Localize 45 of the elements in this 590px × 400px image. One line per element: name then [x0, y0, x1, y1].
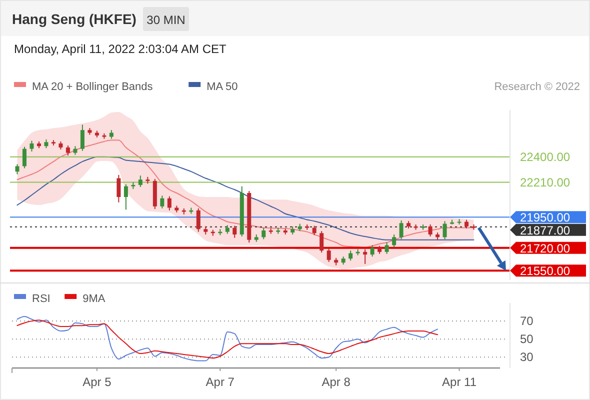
legend-label: MA 50	[206, 81, 238, 93]
candlestick	[66, 144, 70, 156]
text: 30 MIN	[146, 13, 186, 27]
x-tick-label: Apr 11	[442, 375, 477, 389]
candlestick	[30, 140, 34, 152]
candlestick	[399, 220, 404, 240]
legend-label: MA 20 + Bollinger Bands	[32, 81, 154, 93]
y-tick-label: 22210.00	[520, 175, 570, 190]
y-tick-label: 21950.00	[520, 210, 570, 225]
candlestick	[326, 248, 331, 262]
candlestick	[116, 174, 121, 203]
y-tick-label: 21550.00	[520, 264, 570, 278]
y-tick-label: 30	[520, 350, 534, 364]
candlestick	[348, 250, 353, 262]
y-tick-label: 22400.00	[520, 150, 570, 164]
candlestick	[262, 227, 266, 240]
candlestick	[392, 234, 396, 248]
candlestick	[15, 164, 20, 175]
candlestick	[442, 220, 447, 240]
legend-label: 9MA	[82, 293, 106, 305]
chart-subtitle: Monday, April 11, 2022 2:03:04 AM CET	[14, 42, 228, 56]
candlestick	[22, 146, 26, 169]
x-tick-label: Apr 7	[206, 375, 235, 389]
candlestick	[196, 208, 200, 232]
candlestick	[363, 248, 368, 264]
candlestick	[232, 225, 237, 238]
candlestick	[384, 242, 389, 254]
candlestick	[370, 244, 374, 258]
y-tick-label: 70	[520, 314, 534, 328]
candlestick	[312, 225, 316, 236]
y-tick-label: 21877.00	[520, 223, 570, 238]
legend-label: RSI	[32, 293, 50, 305]
x-tick-label: Apr 5	[82, 375, 112, 389]
candlestick	[320, 230, 324, 254]
candlestick	[160, 195, 164, 209]
text: Research © 2022	[494, 81, 580, 93]
candlestick	[124, 184, 128, 210]
y-tick-label: 21720.00	[520, 241, 570, 256]
candlestick	[167, 196, 172, 211]
candlestick	[80, 124, 84, 152]
chart-title: Hang Seng (HKFE)	[12, 11, 136, 27]
y-tick-label: 50	[520, 332, 534, 346]
x-tick-label: Apr 8	[322, 375, 351, 389]
candlestick	[428, 224, 432, 237]
candlestick	[138, 175, 142, 188]
